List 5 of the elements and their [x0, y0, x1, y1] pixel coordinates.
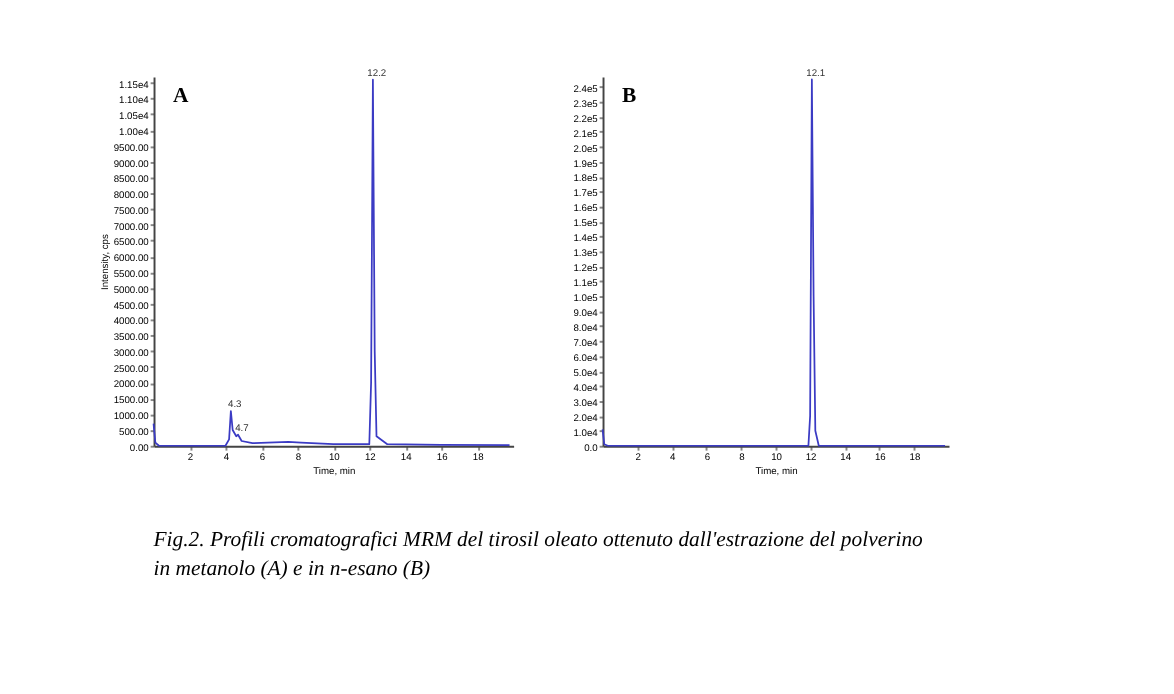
chart-title: A	[172, 83, 189, 108]
line-series	[152, 78, 511, 447]
caption: Fig.2. Profili cromatografici MRM del tirosil oleato ottenuto dall'estrazione del polverino in metanolo (A) e in n-esano (B)	[151, 527, 925, 582]
chart-title: B	[621, 83, 637, 108]
line-series	[601, 78, 946, 447]
